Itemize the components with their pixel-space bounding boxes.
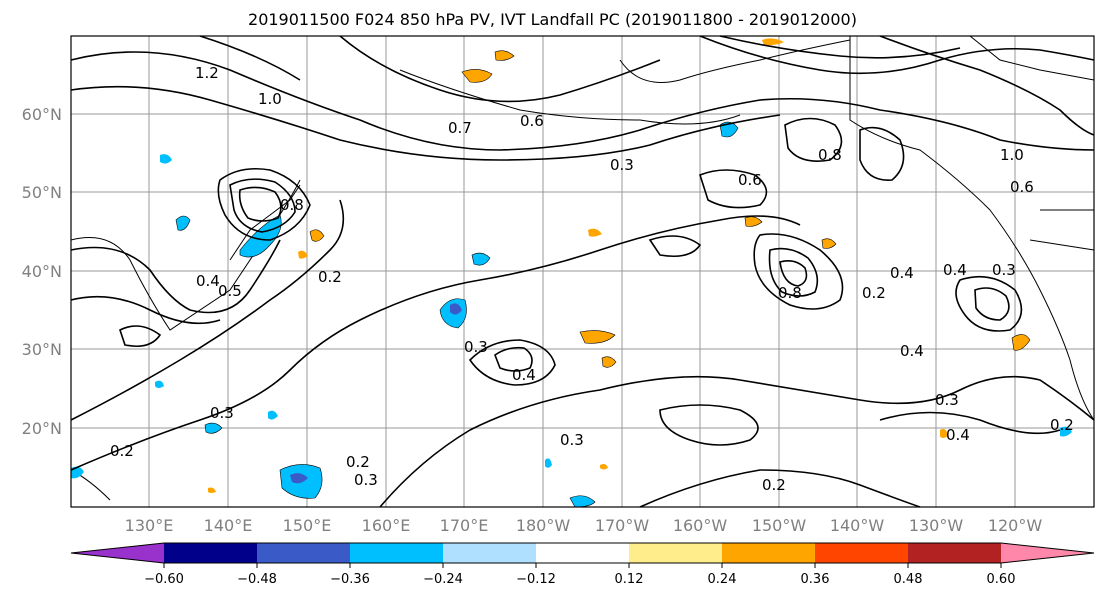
gridlines: [71, 36, 1094, 507]
lon-label: 140°E: [204, 516, 253, 535]
contour-label: 0.5: [218, 282, 242, 300]
contour-label: 0.3: [610, 156, 634, 174]
map-frame: [70, 35, 1095, 508]
lon-label: 140°W: [830, 516, 885, 535]
contour-label: 0.3: [464, 338, 488, 356]
contour-labels: 1.2 1.0 0.8 0.7 0.6 0.5 0.4 0.3 0.2 0.3 …: [110, 64, 1074, 494]
contour-label: 0.3: [354, 471, 378, 489]
contour-label: 0.4: [512, 366, 536, 384]
colorbar-tick-label: 0.12: [615, 572, 644, 587]
lon-label: 180°W: [516, 516, 571, 535]
lat-label: 20°N: [22, 419, 62, 438]
contour-label: 0.4: [943, 261, 967, 279]
contour-label: 1.2: [195, 64, 219, 82]
colorbar-segment: [536, 543, 629, 563]
colorbar-tick-label: −0.48: [237, 572, 277, 587]
contour-label: 0.6: [738, 171, 762, 189]
contour-label: 0.3: [210, 404, 234, 422]
contour-label: 1.0: [1000, 146, 1024, 164]
colorbar-tick-label: −0.24: [423, 572, 463, 587]
colorbar-tick-label: 0.24: [708, 572, 737, 587]
colorbar-segment: [722, 543, 815, 563]
colorbar-segment: [815, 543, 908, 563]
contour-label: 0.8: [818, 146, 842, 164]
lon-label: 150°W: [752, 516, 807, 535]
map-panel: 1.2 1.0 0.8 0.7 0.6 0.5 0.4 0.3 0.2 0.3 …: [70, 35, 1095, 508]
ivt-contours: [70, 35, 1095, 508]
lat-label: 40°N: [22, 262, 62, 281]
lon-label: 160°E: [362, 516, 411, 535]
lon-label: 160°W: [673, 516, 728, 535]
contour-label: 0.3: [935, 391, 959, 409]
colorbar-segment: [164, 543, 257, 563]
colorbar-segment: [629, 543, 722, 563]
contour-label: 0.2: [762, 476, 786, 494]
colorbar-tick-label: 0.36: [801, 572, 830, 587]
map-title: 2019011500 F024 850 hPa PV, IVT Landfall…: [248, 10, 857, 29]
lon-label: 170°W: [595, 516, 650, 535]
contour-label: 0.8: [280, 196, 304, 214]
contour-label: 0.4: [196, 272, 220, 290]
colorbar-tick-label: −0.12: [516, 572, 556, 587]
contour-label: 0.2: [110, 442, 134, 460]
colorbar-tick-label: −0.36: [330, 572, 370, 587]
colorbar-extend-low: [71, 543, 164, 563]
lat-label: 60°N: [22, 105, 62, 124]
lon-label: 150°E: [283, 516, 332, 535]
contour-label: 0.4: [946, 426, 970, 444]
pv-shading: [71, 38, 1072, 508]
contour-label: 0.2: [346, 453, 370, 471]
colorbar-tick-label: 0.48: [894, 572, 923, 587]
contour-label: 0.2: [318, 268, 342, 286]
contour-label: 0.7: [448, 119, 472, 137]
colorbar-segment: [443, 543, 536, 563]
contour-label: 0.8: [778, 284, 802, 302]
lat-label: 50°N: [22, 183, 62, 202]
colorbar: −0.60 −0.48 −0.36 −0.24 −0.12 0.12 0.24 0.36 0.4…: [70, 542, 1095, 587]
contour-label: 1.0: [258, 90, 282, 108]
colorbar-segment: [257, 543, 350, 563]
contour-label: 0.4: [900, 342, 924, 360]
contour-label: 0.6: [520, 112, 544, 130]
colorbar-tick-label: 0.60: [987, 572, 1016, 587]
longitude-labels: 130°E 140°E 150°E 160°E 170°E 180°W 170°…: [125, 516, 1043, 535]
colorbar-extend-high: [1001, 543, 1094, 563]
latitude-labels: 60°N 50°N 40°N 30°N 20°N: [22, 105, 62, 438]
lon-label: 130°W: [909, 516, 964, 535]
contour-label: 0.4: [890, 264, 914, 282]
lat-label: 30°N: [22, 340, 62, 359]
colorbar-segment: [908, 543, 1001, 563]
lon-label: 130°E: [125, 516, 174, 535]
contour-label: 0.2: [862, 284, 886, 302]
lon-label: 120°W: [988, 516, 1043, 535]
contour-label: 0.6: [1010, 178, 1034, 196]
colorbar-tick-label: −0.60: [144, 572, 184, 587]
colorbar-segment: [350, 543, 443, 563]
lon-label: 170°E: [440, 516, 489, 535]
contour-label: 0.3: [992, 261, 1016, 279]
contour-label: 0.2: [1050, 416, 1074, 434]
contour-label: 0.3: [560, 431, 584, 449]
